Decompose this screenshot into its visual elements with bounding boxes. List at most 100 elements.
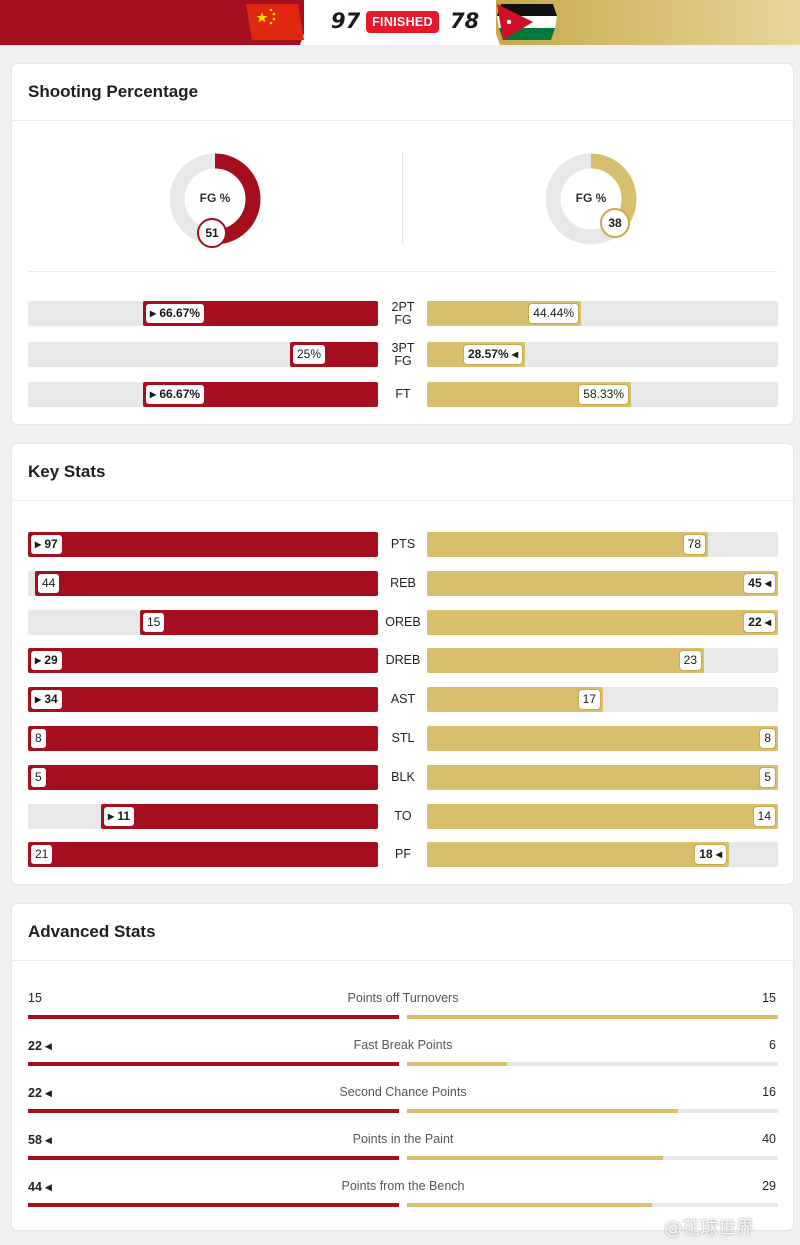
home-bar-track: 8 — [28, 726, 378, 751]
stat-label: PF — [395, 847, 411, 862]
away-fg-value: 38 — [600, 208, 630, 238]
stat-label: Second Chance Points — [339, 1085, 467, 1099]
away-bar-fill — [427, 570, 778, 596]
stat-label: FT — [395, 387, 411, 401]
away-bar-fill — [427, 687, 603, 713]
stat-label: Fast Break Points — [353, 1038, 453, 1052]
stat-label: 3PT FG — [391, 341, 415, 368]
away-value: 29 — [762, 1179, 776, 1193]
card-title: Advanced Stats — [28, 922, 156, 941]
stat-label: Points off Turnovers — [347, 991, 459, 1005]
away-bar-fill — [427, 842, 729, 868]
away-value: 16 — [762, 1085, 776, 1099]
away-bar-fill — [427, 803, 778, 829]
away-value: 78 — [682, 534, 706, 555]
home-value: 44 — [37, 572, 61, 594]
home-bar-track: 5 — [28, 764, 378, 790]
home-bar-fill — [28, 1015, 399, 1019]
away-value: 17 — [577, 689, 601, 711]
away-bar-fill — [427, 726, 778, 751]
home-value: ▸ 66.67% — [145, 384, 206, 405]
away-bar-track — [407, 1203, 778, 1207]
home-value: 5 — [30, 766, 47, 788]
home-bar-track: 15 — [28, 609, 378, 635]
away-fg-donut — [545, 153, 637, 245]
away-bar-fill — [407, 1062, 507, 1066]
shooting-percentage-card: Shooting Percentage FG % 51 FG % 38 ▸ 66… — [11, 63, 794, 425]
stat-label: DREB — [385, 653, 421, 668]
game-status-badge: FINISHED — [366, 11, 439, 33]
advanced-stats-card: Advanced Stats 15 Points off Turnovers 15 2… — [11, 903, 794, 1231]
away-score: 78 — [450, 9, 480, 33]
away-bar-track: 14 — [427, 803, 778, 829]
away-value: 5 — [759, 766, 776, 788]
home-value: ▸ 97 — [30, 534, 63, 555]
away-bar-track: 5 — [427, 764, 778, 790]
home-bar-track: ▸ 11 — [28, 803, 378, 829]
home-bar-fill — [28, 1062, 399, 1066]
home-value: 8 — [30, 728, 47, 749]
away-bar-track — [407, 1109, 778, 1113]
away-bar-track: 45 ◂ — [427, 570, 778, 596]
away-value: 28.57% ◂ — [462, 344, 523, 365]
china-flag-icon — [246, 4, 304, 40]
donut-divider — [28, 271, 777, 272]
home-bar-track — [28, 1109, 399, 1113]
stat-label: 2PT FG — [391, 300, 415, 327]
away-value: 44.44% — [528, 303, 579, 324]
stat-label: PTS — [390, 537, 416, 551]
away-bar-track: 78 — [427, 532, 778, 557]
stat-label: REB — [390, 575, 416, 590]
away-value: 18 ◂ — [694, 844, 727, 866]
home-bar-fill — [35, 570, 378, 596]
home-value: 25% — [292, 344, 327, 365]
home-value: ▸ 11 — [103, 805, 136, 827]
home-bar-track: ▸ 66.67% — [28, 382, 378, 407]
home-bar-fill — [28, 648, 378, 674]
away-value: 45 ◂ — [743, 572, 776, 594]
home-bar-track: ▸ 66.67% — [28, 301, 378, 326]
home-bar-track: ▸ 29 — [28, 648, 378, 674]
home-value: ▸ 34 — [30, 689, 63, 711]
jordan-flag-icon — [497, 4, 557, 40]
away-value: 8 — [759, 728, 776, 749]
home-value: 21 — [30, 844, 54, 866]
home-bar-fill — [28, 532, 378, 557]
donut-separator — [402, 153, 403, 243]
title-divider — [12, 500, 793, 501]
away-value: 14 — [752, 805, 776, 827]
home-fg-label: FG % — [199, 191, 231, 205]
home-bar-track: 25% — [28, 342, 378, 367]
away-bar-fill — [427, 764, 778, 790]
title-divider — [12, 120, 793, 121]
home-bar-fill — [28, 1203, 399, 1207]
home-bar-fill — [28, 726, 378, 751]
home-value: 15 — [28, 991, 42, 1005]
home-value: 15 — [142, 611, 166, 633]
away-bar-track: 17 — [427, 687, 778, 713]
card-title: Key Stats — [28, 462, 106, 481]
away-bar-track — [407, 1062, 778, 1066]
title-divider — [12, 960, 793, 961]
away-value: 40 — [762, 1132, 776, 1146]
home-bar-fill — [101, 803, 378, 829]
home-score: 97 — [331, 9, 361, 33]
key-stats-card: Key Stats ▸ 97 PTS 78 44 REB 45 ◂ 15 OREB 22 ◂ ▸ … — [11, 443, 794, 885]
away-bar-fill — [427, 532, 708, 557]
away-bar-fill — [407, 1109, 678, 1113]
home-bar-track — [28, 1015, 399, 1019]
stat-label: TO — [394, 808, 412, 823]
away-bar-track: 28.57% ◂ — [427, 342, 778, 367]
away-bar-track — [407, 1156, 778, 1160]
away-bar-track: 8 — [427, 726, 778, 751]
home-fg-value: 51 — [197, 218, 227, 248]
away-value: 15 — [762, 991, 776, 1005]
home-bar-fill — [28, 764, 378, 790]
home-bar-fill — [28, 687, 378, 713]
stat-label: OREB — [385, 614, 421, 629]
away-bar-track — [407, 1015, 778, 1019]
home-value: 22 ◂ — [28, 1086, 52, 1100]
stat-label: Points from the Bench — [341, 1179, 465, 1193]
home-bar-track: 44 — [28, 570, 378, 596]
stat-label: AST — [390, 692, 416, 707]
